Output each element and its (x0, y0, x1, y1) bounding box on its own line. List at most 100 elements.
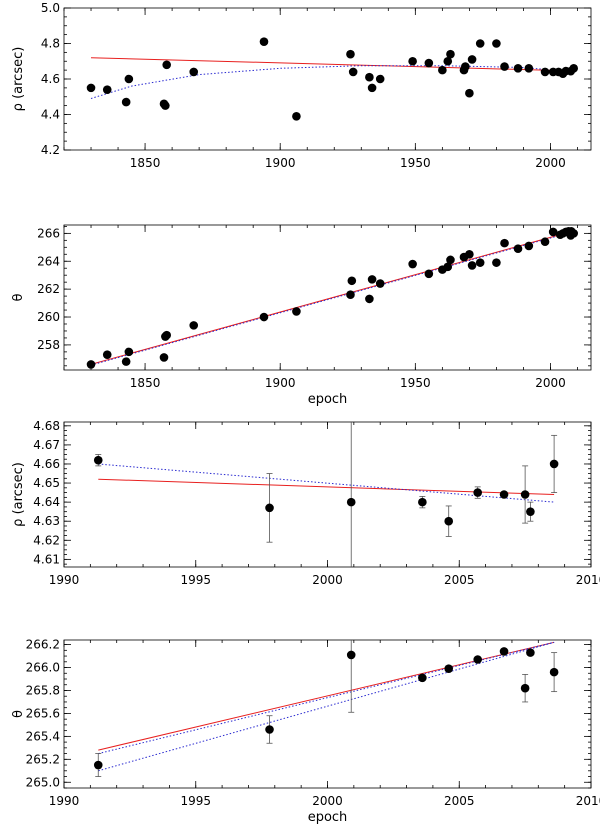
solid-fit-line (98, 478, 555, 495)
data-point (124, 74, 134, 84)
data-point (549, 667, 559, 677)
y-tick-label: 4.67 (33, 438, 60, 452)
data-point (446, 49, 455, 59)
y-axis-label: θ (11, 710, 26, 718)
data-point (86, 83, 96, 93)
data-point (375, 279, 385, 288)
y-tick-label: 265.6 (26, 706, 60, 720)
y-tick-label: 266.0 (26, 661, 60, 675)
data-point (520, 683, 530, 693)
y-tick-label: 4.61 (33, 552, 60, 566)
data-point (438, 65, 447, 75)
y-tick-label: 5.0 (41, 1, 60, 15)
data-point (102, 85, 112, 94)
y-tick-label: 4.66 (33, 457, 60, 471)
data-point (467, 55, 477, 64)
data-point (549, 459, 559, 469)
data-point (346, 650, 356, 660)
chart-panel-1: 1850 1900 1950 2000 4.2 4.4 4.6 4.8 5.0 ρ (arcsec… (11, 1, 592, 170)
data-point (93, 455, 103, 465)
dotted-fit-line (90, 230, 575, 366)
x-axis-label: epoch (308, 392, 348, 407)
data-point (526, 648, 535, 657)
data-point (418, 673, 427, 683)
data-point (162, 330, 171, 340)
data-point (446, 255, 455, 265)
plot-frame (63, 7, 592, 151)
data-point (465, 249, 474, 259)
x-tick-label: 2000 (312, 794, 343, 808)
data-point (461, 62, 470, 71)
y-tick-label: 262 (37, 282, 60, 296)
data-point (475, 258, 485, 267)
y-tick-label: 258 (37, 338, 60, 352)
x-tick-label: 1995 (180, 573, 211, 587)
data-point (121, 357, 131, 366)
y-tick-label: 4.65 (33, 476, 60, 490)
solid-fit-line (98, 641, 555, 751)
x-tick-label: 2000 (535, 376, 566, 390)
data-point (86, 360, 96, 369)
dotted-fit-line (90, 65, 575, 99)
x-tick-label: 1850 (130, 156, 161, 170)
data-point (524, 241, 534, 251)
data-point (348, 67, 358, 77)
data-point (365, 294, 374, 304)
x-tick-label: 1995 (180, 794, 211, 808)
data-point (424, 269, 434, 279)
data-point (292, 111, 301, 121)
data-point (189, 321, 199, 330)
data-point (347, 276, 357, 286)
data-point (520, 490, 530, 499)
y-tick-label: 4.6 (41, 72, 60, 86)
data-point (365, 72, 374, 82)
y-tick-label: 4.64 (33, 495, 60, 509)
y-tick-label: 265.4 (26, 729, 60, 743)
x-tick-label: 2000 (535, 156, 566, 170)
data-point (93, 760, 103, 770)
chart-panel-2: 1850 1900 1950 2000 258 260 262 264 266 epoch θ (11, 224, 592, 407)
y-tick-label: 265.8 (26, 683, 60, 697)
data-point (424, 58, 434, 68)
y-tick-label: 265.0 (26, 775, 60, 789)
data-point (444, 664, 454, 673)
x-tick-label: 1990 (49, 794, 80, 808)
y-tick-label: 266.2 (26, 638, 60, 652)
data-point (569, 229, 579, 238)
data-point (102, 350, 112, 359)
plot-frame (63, 224, 592, 371)
data-point (569, 64, 579, 73)
data-point (161, 101, 170, 110)
data-point (513, 244, 523, 254)
data-point (259, 37, 269, 47)
x-tick-label: 2000 (312, 573, 343, 587)
data-point (408, 56, 417, 66)
chart-panel-3: 1990 1995 2000 2005 2010 4.61 4.62 4.63 4.64 4.65… (11, 419, 600, 587)
data-point (367, 83, 377, 93)
data-point (500, 62, 509, 71)
data-point (367, 275, 377, 284)
data-point (540, 237, 550, 247)
plot-frame (63, 639, 592, 789)
y-tick-label: 4.62 (33, 533, 60, 547)
data-point (548, 227, 558, 237)
data-point (121, 97, 131, 107)
data-point (265, 503, 274, 513)
y-axis-label: ρ (arcsec) (11, 462, 26, 527)
data-point (443, 262, 453, 272)
data-point (475, 39, 485, 48)
data-point (124, 347, 134, 357)
data-point (418, 497, 427, 507)
y-tick-label: 4.4 (41, 108, 60, 122)
data-point (162, 60, 171, 70)
dotted-fit-line (98, 641, 555, 755)
x-tick-label: 2005 (444, 794, 475, 808)
x-tick-label: 1990 (49, 573, 80, 587)
data-point (540, 67, 550, 77)
data-point (159, 353, 169, 362)
plot-frame (63, 421, 592, 568)
x-tick-label: 1900 (265, 156, 296, 170)
x-tick-label: 1900 (265, 376, 296, 390)
data-point (473, 655, 482, 664)
data-point (408, 259, 417, 269)
